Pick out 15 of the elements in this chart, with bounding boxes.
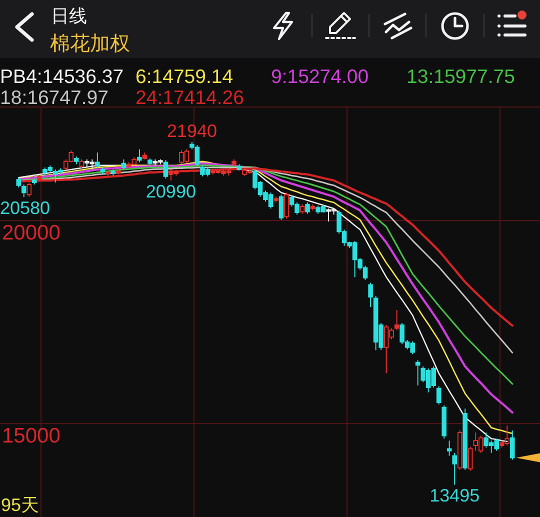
chart-subtitle: 棉花加权 <box>50 33 130 55</box>
y-tick-label: 15000 <box>2 424 60 448</box>
annotation: 20990 <box>146 181 196 202</box>
annotation: 21940 <box>166 120 217 141</box>
text: 6:14759.14 <box>136 66 234 88</box>
annotation: 95天 <box>1 495 40 515</box>
chart-title: 日线 <box>51 6 87 26</box>
text: 18:16747.97 <box>0 87 108 109</box>
text: 13:15977.75 <box>406 66 516 88</box>
annotation: 20580 <box>0 198 50 218</box>
text: 24:17414.26 <box>136 87 244 109</box>
text: PB4:14536.37 <box>0 66 124 88</box>
annotation: 13495 <box>430 486 480 506</box>
y-tick-label: 20000 <box>2 222 60 245</box>
text: 9:15274.00 <box>271 66 369 88</box>
